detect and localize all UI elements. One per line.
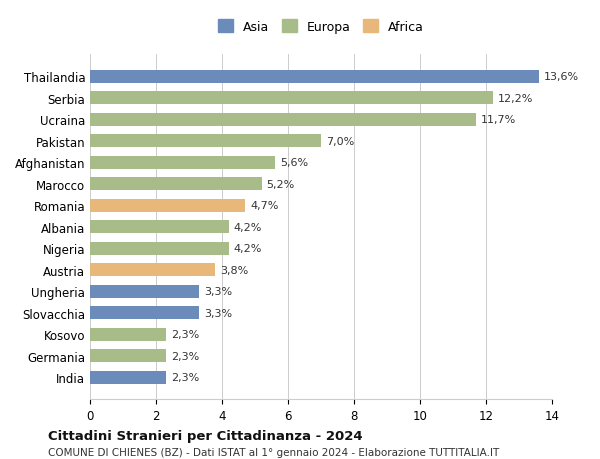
Text: 11,7%: 11,7% bbox=[481, 115, 516, 125]
Bar bbox=[90, 285, 199, 298]
Text: 13,6%: 13,6% bbox=[544, 72, 579, 82]
Text: 2,3%: 2,3% bbox=[171, 330, 199, 339]
Bar bbox=[90, 178, 262, 191]
Bar bbox=[90, 113, 476, 127]
Text: 4,2%: 4,2% bbox=[233, 222, 262, 232]
Text: 7,0%: 7,0% bbox=[326, 136, 354, 146]
Bar bbox=[90, 328, 166, 341]
Text: 2,3%: 2,3% bbox=[171, 372, 199, 382]
Text: COMUNE DI CHIENES (BZ) - Dati ISTAT al 1° gennaio 2024 - Elaborazione TUTTITALIA: COMUNE DI CHIENES (BZ) - Dati ISTAT al 1… bbox=[48, 448, 499, 458]
Text: 12,2%: 12,2% bbox=[497, 94, 533, 104]
Text: 5,2%: 5,2% bbox=[266, 179, 295, 189]
Bar bbox=[90, 242, 229, 255]
Bar bbox=[90, 349, 166, 362]
Bar bbox=[90, 307, 199, 319]
Bar bbox=[90, 199, 245, 212]
Text: 4,7%: 4,7% bbox=[250, 201, 278, 211]
Text: 3,3%: 3,3% bbox=[204, 308, 232, 318]
Bar bbox=[90, 157, 275, 169]
Bar bbox=[90, 71, 539, 84]
Bar bbox=[90, 135, 321, 148]
Text: 3,3%: 3,3% bbox=[204, 286, 232, 297]
Text: 4,2%: 4,2% bbox=[233, 244, 262, 254]
Text: Cittadini Stranieri per Cittadinanza - 2024: Cittadini Stranieri per Cittadinanza - 2… bbox=[48, 429, 362, 442]
Bar bbox=[90, 221, 229, 234]
Text: 2,3%: 2,3% bbox=[171, 351, 199, 361]
Text: 3,8%: 3,8% bbox=[220, 265, 248, 275]
Text: 5,6%: 5,6% bbox=[280, 158, 308, 168]
Bar bbox=[90, 371, 166, 384]
Bar bbox=[90, 263, 215, 276]
Legend: Asia, Europa, Africa: Asia, Europa, Africa bbox=[214, 17, 428, 38]
Bar bbox=[90, 92, 493, 105]
